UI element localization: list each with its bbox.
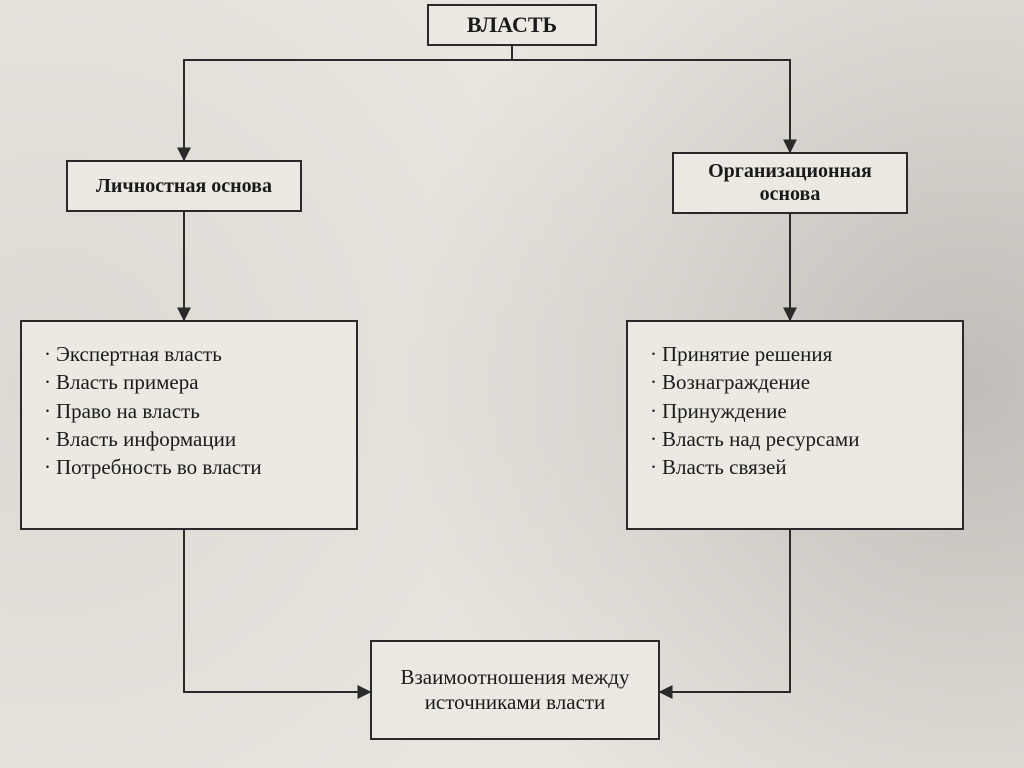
bullet-icon: · xyxy=(650,368,662,396)
list-item-text: Вознаграждение xyxy=(662,370,810,394)
left-basis-label: Личностная основа xyxy=(96,175,272,198)
bullet-icon: · xyxy=(650,425,662,453)
list-item: ·Экспертная власть xyxy=(44,340,336,368)
left-basis-node: Личностная основа xyxy=(66,160,302,212)
list-item-text: Принуждение xyxy=(662,399,787,423)
root-label: ВЛАСТЬ xyxy=(467,12,557,38)
list-item: ·Принуждение xyxy=(650,397,942,425)
right-basis-label: Организационная основа xyxy=(686,160,894,206)
list-item-text: Принятие решения xyxy=(662,342,832,366)
bullet-icon: · xyxy=(44,340,56,368)
list-item-text: Власть информации xyxy=(56,427,236,451)
list-item: ·Вознаграждение xyxy=(650,368,942,396)
list-item: ·Власть связей xyxy=(650,453,942,481)
list-item-text: Потребность во власти xyxy=(56,455,262,479)
list-item-text: Власть связей xyxy=(662,455,787,479)
list-item-text: Право на власть xyxy=(56,399,200,423)
bullet-icon: · xyxy=(44,397,56,425)
bullet-icon: · xyxy=(44,425,56,453)
right-list-node: ·Принятие решения·Вознаграждение·Принужд… xyxy=(626,320,964,530)
list-item: ·Принятие решения xyxy=(650,340,942,368)
list-item: ·Власть примера xyxy=(44,368,336,396)
bottom-node: Взаимоотношения между источниками власти xyxy=(370,640,660,740)
bullet-icon: · xyxy=(44,453,56,481)
list-item: ·Власть информации xyxy=(44,425,336,453)
bullet-icon: · xyxy=(44,368,56,396)
left-list-node: ·Экспертная власть·Власть примера·Право … xyxy=(20,320,358,530)
bottom-label: Взаимоотношения между источниками власти xyxy=(384,665,646,715)
root-node: ВЛАСТЬ xyxy=(427,4,597,46)
bullet-icon: · xyxy=(650,397,662,425)
bullet-icon: · xyxy=(650,453,662,481)
list-item: ·Власть над ресурсами xyxy=(650,425,942,453)
list-item-text: Власть над ресурсами xyxy=(662,427,859,451)
list-item: ·Потребность во власти xyxy=(44,453,336,481)
right-basis-node: Организационная основа xyxy=(672,152,908,214)
list-item: ·Право на власть xyxy=(44,397,336,425)
list-item-text: Власть примера xyxy=(56,370,199,394)
bullet-icon: · xyxy=(650,340,662,368)
list-item-text: Экспертная власть xyxy=(56,342,222,366)
